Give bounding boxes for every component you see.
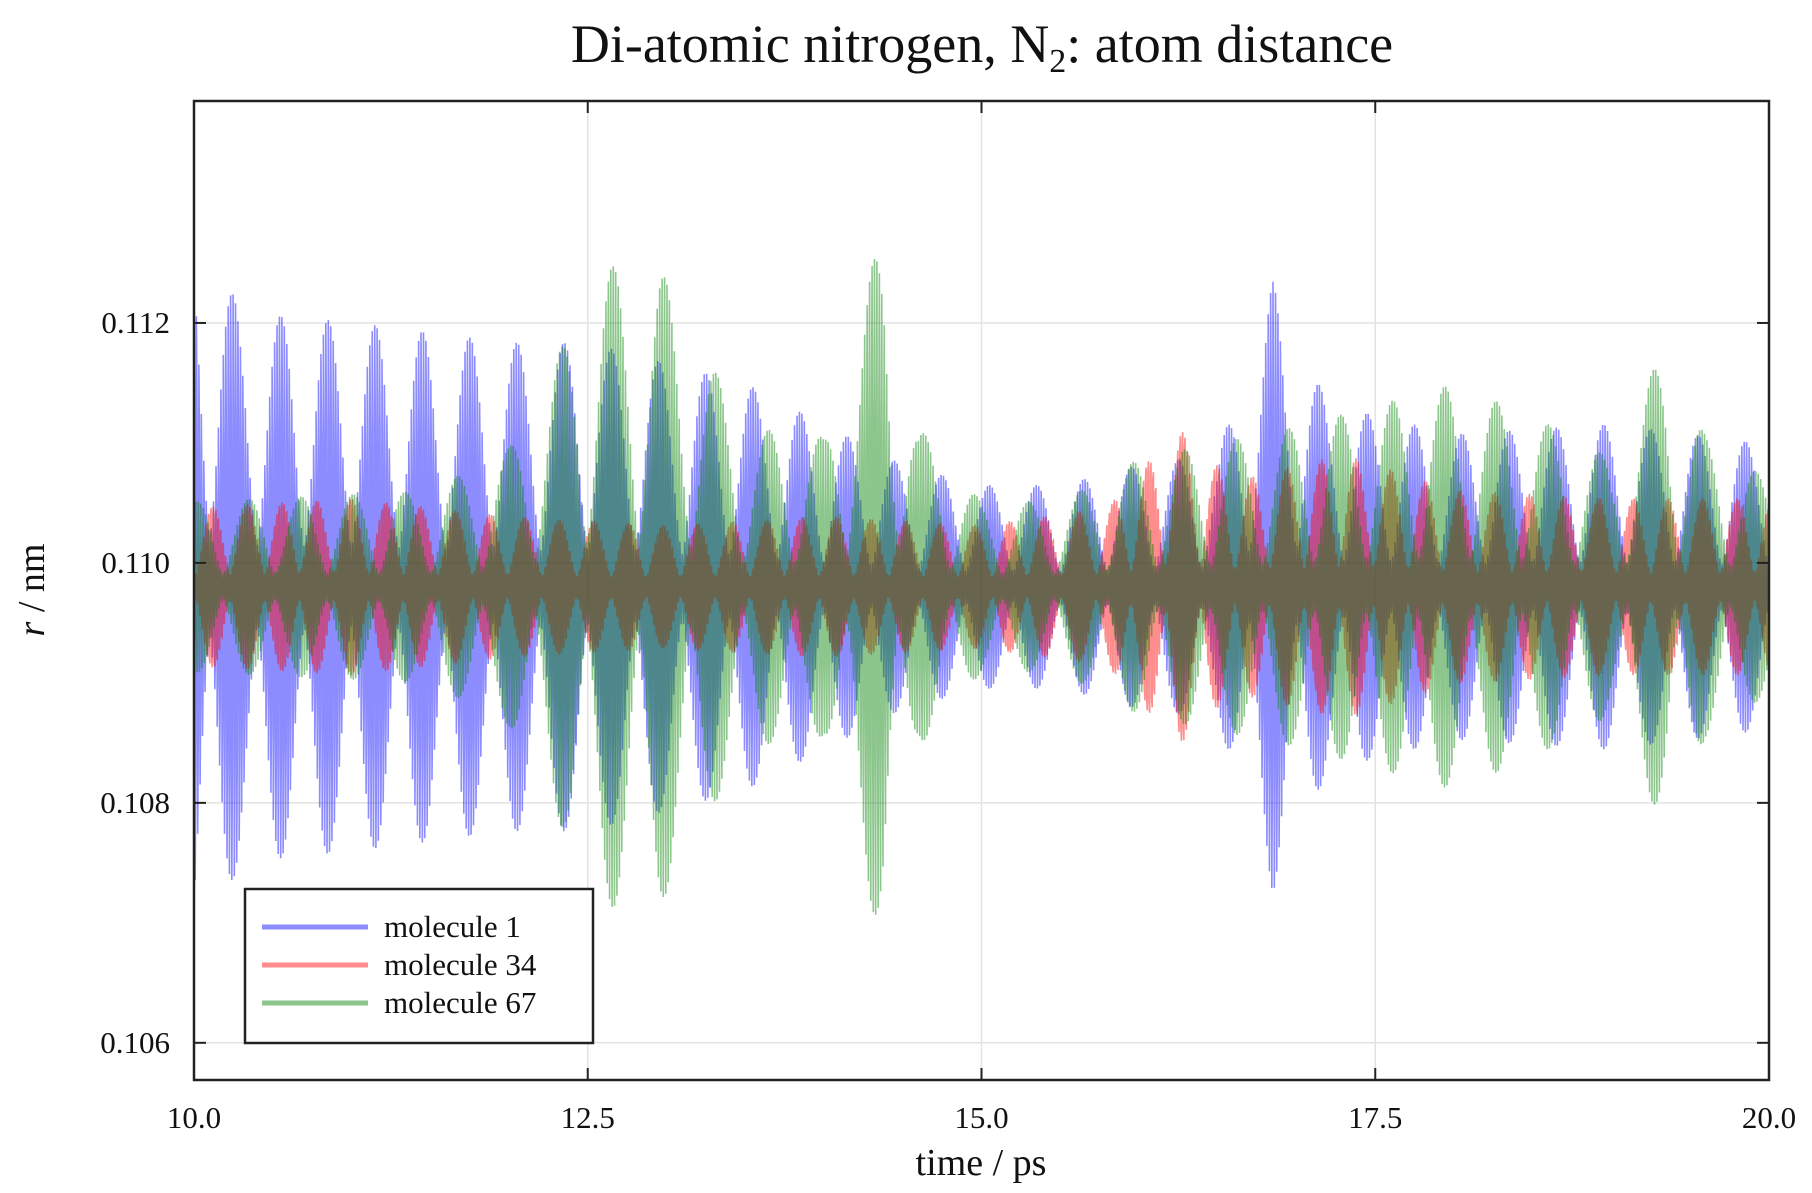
x-tick-label: 12.5 bbox=[561, 1100, 615, 1135]
title-subscript: 2 bbox=[1049, 43, 1066, 80]
legend-label: molecule 34 bbox=[384, 947, 537, 982]
legend-label: molecule 67 bbox=[384, 985, 536, 1020]
plot-frame bbox=[192, 99, 1771, 1082]
x-tick-label: 20.0 bbox=[1742, 1100, 1796, 1135]
axes: 10.0 12.5 15.0 17.5 20.0 0.106 0.108 0.110 0.112 bbox=[100, 99, 1796, 1135]
x-tick-label: 17.5 bbox=[1348, 1100, 1402, 1135]
title-tail: : atom distance bbox=[1066, 14, 1393, 74]
x-tick-label: 10.0 bbox=[167, 1100, 221, 1135]
series-line-molecule-1 bbox=[193, 272, 1770, 889]
x-tick-label: 15.0 bbox=[954, 1100, 1008, 1135]
legend-box bbox=[243, 887, 595, 1045]
y-axis-label: r / nm bbox=[11, 544, 53, 637]
y-tick-label: 0.106 bbox=[100, 1025, 170, 1060]
y-axis-unit: / nm bbox=[11, 544, 53, 622]
y-axis-variable: r bbox=[11, 621, 53, 636]
x-axis-label: time / ps bbox=[916, 1142, 1047, 1184]
series-line-molecule-67 bbox=[193, 259, 1770, 915]
series-layer bbox=[193, 259, 1770, 915]
legend-label: molecule 1 bbox=[384, 909, 521, 944]
y-tick-label: 0.110 bbox=[101, 545, 170, 580]
y-tick-label: 0.108 bbox=[100, 785, 170, 820]
series-line-molecule-34 bbox=[193, 432, 1770, 741]
chart-title: Di-atomic nitrogen, N2: atom distance bbox=[571, 14, 1393, 80]
title-main: Di-atomic nitrogen, N bbox=[571, 14, 1049, 74]
y-tick-label: 0.112 bbox=[101, 305, 170, 340]
